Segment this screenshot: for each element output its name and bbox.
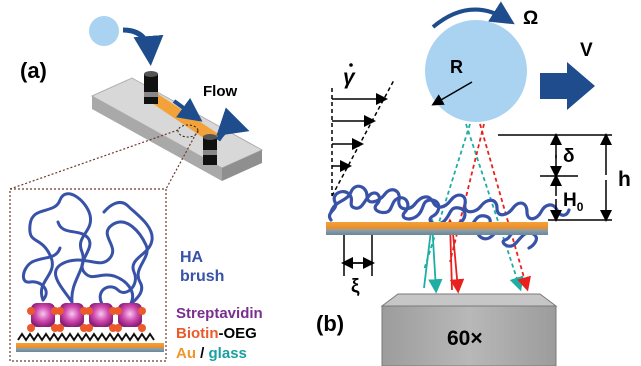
ha-label: HA [180, 249, 204, 266]
inlet-arrow [122, 27, 164, 66]
velocity-symbol: V [580, 40, 593, 61]
h-symbol: h [618, 168, 631, 191]
biotin-groups [27, 307, 146, 332]
h0-symbol: H0 [563, 190, 584, 214]
streptavidin-layer [31, 303, 142, 327]
biotin-oeg-label: Biotin-OEG [176, 325, 257, 342]
sep-text: / [196, 345, 209, 362]
xi-symbol: ξ [351, 276, 360, 297]
outlet-arrow [215, 107, 250, 142]
ha-brush-chains [22, 192, 154, 307]
particle-sphere [89, 16, 119, 46]
delta-symbol: δ [563, 146, 575, 167]
omega-symbol: Ω [523, 8, 538, 29]
panel-b-label: (b) [316, 311, 344, 336]
streptavidin-label: Streptavidin [176, 305, 263, 322]
flow-arrow [172, 97, 203, 122]
shear-rate-dot [349, 63, 353, 67]
oeg-layer [17, 332, 155, 342]
objective-lens [380, 293, 558, 366]
au-glass-label: Au / glass [176, 345, 247, 362]
panel-a-label: (a) [20, 58, 47, 83]
brush-label: brush [180, 268, 224, 285]
shear-profile [331, 79, 395, 197]
oeg-text: -OEG [219, 325, 257, 342]
rotation-arrow [431, 1, 515, 29]
au-text: Au [176, 345, 196, 362]
radius-symbol: R [450, 57, 463, 77]
zoom-box [9, 129, 199, 362]
substrate-b [326, 222, 548, 235]
biotin-text: Biotin [176, 325, 219, 342]
flow-label: Flow [203, 83, 237, 100]
substrate-a [16, 343, 164, 352]
height-markers [498, 133, 612, 222]
glass-text: glass [209, 345, 247, 362]
h0-letter: H [563, 190, 577, 211]
inlet-port [144, 74, 158, 104]
objective-label: 60× [447, 327, 483, 350]
mesh-size-marker [341, 235, 375, 276]
sphere [425, 20, 527, 122]
shear-rate-symbol: γ [343, 66, 356, 89]
ha-brush-b [328, 184, 571, 250]
velocity-arrow [540, 62, 595, 110]
h0-subscript: 0 [577, 200, 584, 214]
radius-arrow [431, 81, 473, 106]
